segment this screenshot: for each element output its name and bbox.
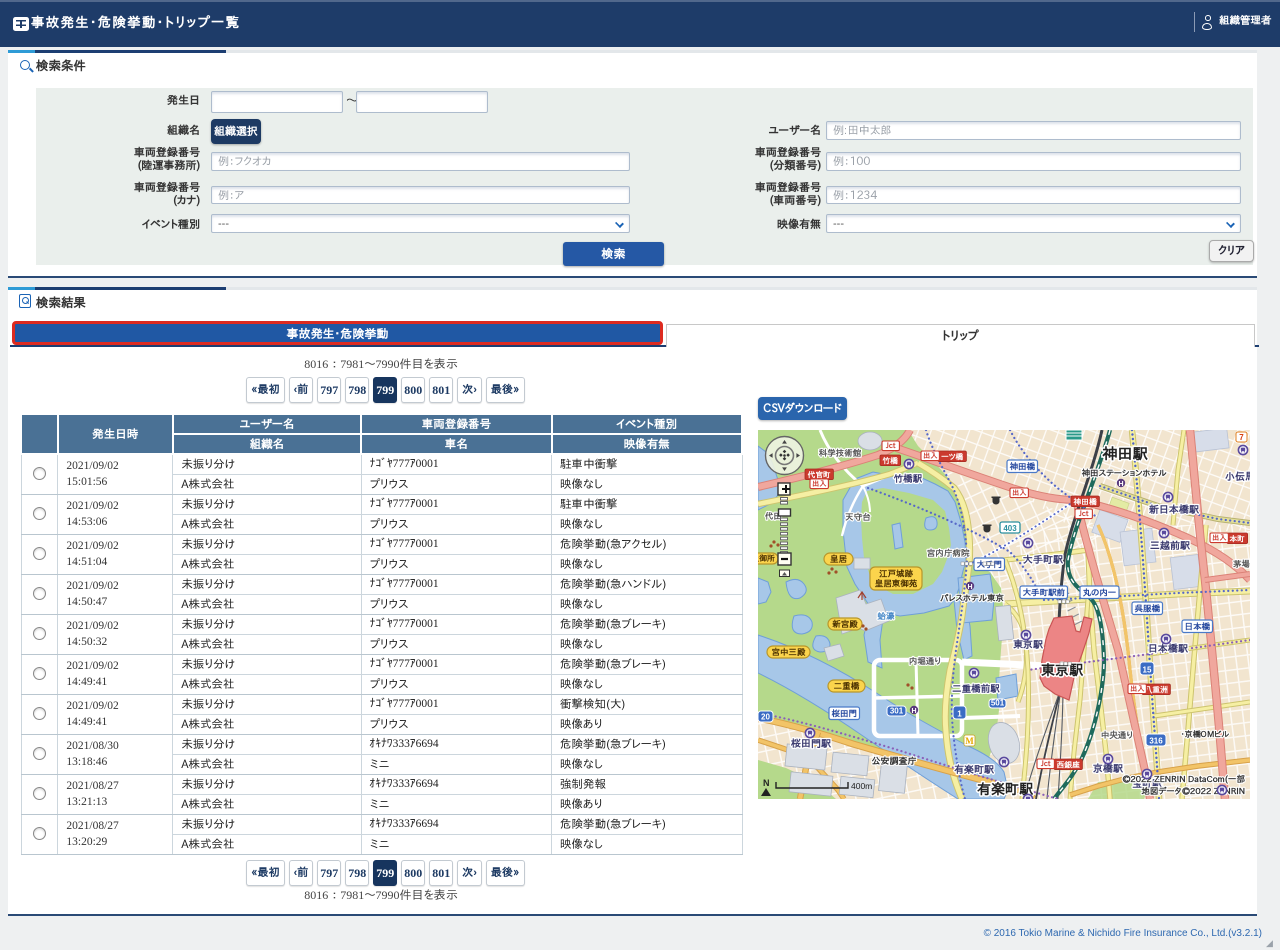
svg-text:出入: 出入: [923, 451, 938, 459]
svg-text:宮内庁病院: 宮内庁病院: [927, 548, 970, 558]
svg-text:H: H: [911, 708, 916, 715]
svg-text:皇居: 皇居: [830, 554, 848, 564]
svg-text:桜田門: 桜田門: [831, 709, 858, 719]
svg-text:400m: 400m: [851, 781, 872, 791]
svg-text:パレスホテル東京: パレスホテル東京: [940, 593, 1005, 603]
svg-text:日本橋: 日本橋: [1185, 622, 1211, 632]
svg-text:代田: 代田: [764, 512, 782, 521]
svg-text:二重橋: 二重橋: [834, 681, 860, 691]
svg-text:501: 501: [991, 699, 1005, 708]
svg-text:301: 301: [890, 707, 904, 716]
svg-text:公安調査庁: 公安調査庁: [872, 756, 917, 766]
svg-text:京橋駅: 京橋駅: [1093, 763, 1123, 774]
svg-text:・京橋OMビル: ・京橋OMビル: [1181, 729, 1230, 739]
svg-text:403: 403: [1003, 524, 1017, 533]
svg-text:蛤濠: 蛤濠: [877, 611, 896, 621]
svg-text:新宮殿: 新宮殿: [831, 619, 858, 629]
svg-text:出入: 出入: [1012, 488, 1027, 496]
svg-text:吹上御所: 吹上御所: [758, 553, 775, 563]
svg-text:内堀通り: 内堀通り: [909, 656, 941, 666]
svg-text:中央通り: 中央通り: [1101, 730, 1133, 740]
svg-text:二重橋前駅: 二重橋前駅: [952, 683, 1000, 694]
svg-text:竹橋駅: 竹橋駅: [893, 473, 923, 484]
svg-text:大手町駅前: 大手町駅前: [1023, 588, 1066, 598]
svg-text:代官町: 代官町: [808, 470, 832, 479]
svg-text:神田駅: 神田駅: [1103, 446, 1148, 461]
svg-text:江戸城跡: 江戸城跡: [879, 569, 914, 579]
svg-text:7: 7: [1239, 433, 1244, 442]
svg-text:15: 15: [1143, 666, 1152, 675]
svg-text:大手町駅: 大手町駅: [1023, 554, 1063, 565]
svg-text:地図データ©2022 ZENRIN: 地図データ©2022 ZENRIN: [1140, 786, 1245, 796]
svg-text:呉服橋: 呉服橋: [1135, 604, 1161, 614]
svg-text:一ツ橋: 一ツ橋: [941, 452, 963, 461]
svg-text:N: N: [763, 778, 770, 788]
svg-text:有楽町駅: 有楽町駅: [977, 781, 1034, 796]
svg-text:1: 1: [957, 710, 962, 719]
svg-text:本町: 本町: [1229, 534, 1246, 543]
svg-text:西銀座: 西銀座: [1057, 760, 1081, 769]
svg-text:八重洲: 八重洲: [1145, 685, 1169, 694]
svg-text:出入: 出入: [1212, 533, 1227, 541]
svg-text:出入: 出入: [1130, 684, 1145, 692]
svg-text:有楽町駅: 有楽町駅: [954, 764, 994, 775]
svg-text:科学技術館: 科学技術館: [819, 448, 862, 458]
svg-text:宝町駅: 宝町駅: [1132, 778, 1162, 789]
svg-text:天守台: 天守台: [845, 512, 871, 522]
svg-text:小伝馬: 小伝馬: [1224, 471, 1250, 482]
svg-text:桜田門駅: 桜田門駅: [791, 738, 831, 749]
svg-text:Jct: Jct: [1040, 759, 1052, 767]
svg-text:Jct: Jct: [1078, 509, 1090, 517]
svg-text:竹橋: 竹橋: [883, 456, 899, 465]
svg-text:新日本橋駅: 新日本橋駅: [1149, 504, 1199, 515]
svg-text:日本橋駅: 日本橋駅: [1148, 643, 1188, 654]
svg-text:H: H: [1118, 481, 1123, 488]
svg-text:出入: 出入: [812, 479, 827, 487]
svg-text:神田橋: 神田橋: [1073, 497, 1098, 506]
svg-text:宮中三殿: 宮中三殿: [772, 647, 807, 657]
svg-text:神田ステーションホテル: 神田ステーションホテル: [1082, 468, 1168, 478]
svg-text:©2022 ZENRIN DataCom(一部: ©2022 ZENRIN DataCom(一部: [1122, 774, 1246, 784]
svg-text:皇居東御苑: 皇居東御苑: [875, 579, 918, 589]
svg-text:東京駅: 東京駅: [1041, 662, 1084, 677]
svg-text:丸の内一: 丸の内一: [1083, 588, 1117, 598]
svg-text:20: 20: [761, 713, 770, 722]
svg-text:316: 316: [1149, 737, 1163, 746]
svg-text:H: H: [967, 584, 972, 591]
svg-text:Jct: Jct: [885, 441, 897, 449]
svg-text:三越前駅: 三越前駅: [1150, 540, 1190, 551]
svg-text:M: M: [965, 736, 974, 746]
svg-text:東京駅: 東京駅: [1013, 639, 1043, 650]
svg-text:神田橋: 神田橋: [1010, 462, 1036, 472]
svg-text:茅場: 茅場: [1233, 559, 1250, 569]
